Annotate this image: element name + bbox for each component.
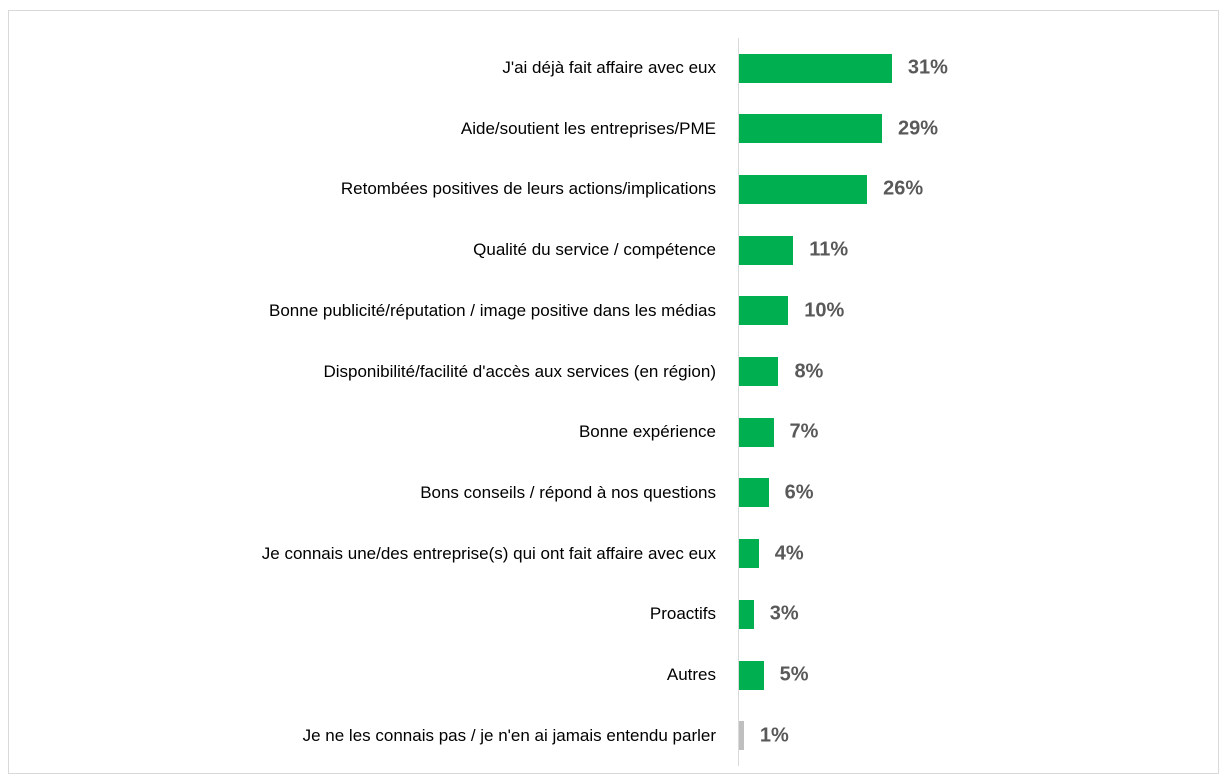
bar bbox=[739, 660, 764, 690]
bar bbox=[739, 721, 744, 751]
chart-frame bbox=[8, 10, 1219, 774]
category-label: Bons conseils / répond à nos questions bbox=[420, 482, 716, 502]
value-label: 11% bbox=[809, 238, 849, 261]
bar bbox=[739, 599, 754, 629]
category-label: Bonne publicité/réputation / image posit… bbox=[269, 300, 716, 320]
bar bbox=[739, 417, 774, 447]
bar bbox=[739, 539, 759, 569]
category-label: J'ai déjà fait affaire avec eux bbox=[502, 58, 716, 77]
value-label: 7% bbox=[789, 420, 819, 443]
bar bbox=[739, 357, 779, 386]
category-label: Aide/soutient les entreprises/PME bbox=[460, 118, 716, 138]
value-label: 10% bbox=[804, 299, 845, 322]
category-label: Disponibilité/facilité d'accès aux servi… bbox=[323, 361, 716, 381]
bar bbox=[739, 296, 789, 326]
category-label: Retombées positives de leurs actions/imp… bbox=[340, 179, 716, 199]
value-label: 31% bbox=[907, 56, 948, 79]
value-label: 4% bbox=[774, 542, 804, 565]
value-label: 6% bbox=[784, 481, 814, 504]
value-label: 29% bbox=[897, 117, 938, 140]
value-label: 3% bbox=[769, 602, 799, 625]
value-label: 5% bbox=[779, 663, 809, 686]
category-label: Autres bbox=[666, 665, 716, 684]
bar bbox=[739, 114, 882, 144]
bar bbox=[739, 478, 769, 508]
category-label: Bonne expérience bbox=[578, 422, 716, 442]
category-label: Proactifs bbox=[649, 604, 716, 624]
category-label: Qualité du service / compétence bbox=[473, 240, 716, 260]
axis-line bbox=[738, 38, 739, 766]
value-label: 1% bbox=[759, 724, 789, 747]
value-label: 26% bbox=[883, 177, 924, 200]
bar bbox=[739, 235, 794, 265]
category-label: Je connais une/des entreprise(s) qui ont… bbox=[261, 543, 716, 563]
value-label: 8% bbox=[794, 360, 824, 382]
bar bbox=[739, 174, 868, 204]
category-label: Je ne les connais pas / je n'en ai jamai… bbox=[302, 725, 716, 745]
bar bbox=[739, 53, 892, 83]
